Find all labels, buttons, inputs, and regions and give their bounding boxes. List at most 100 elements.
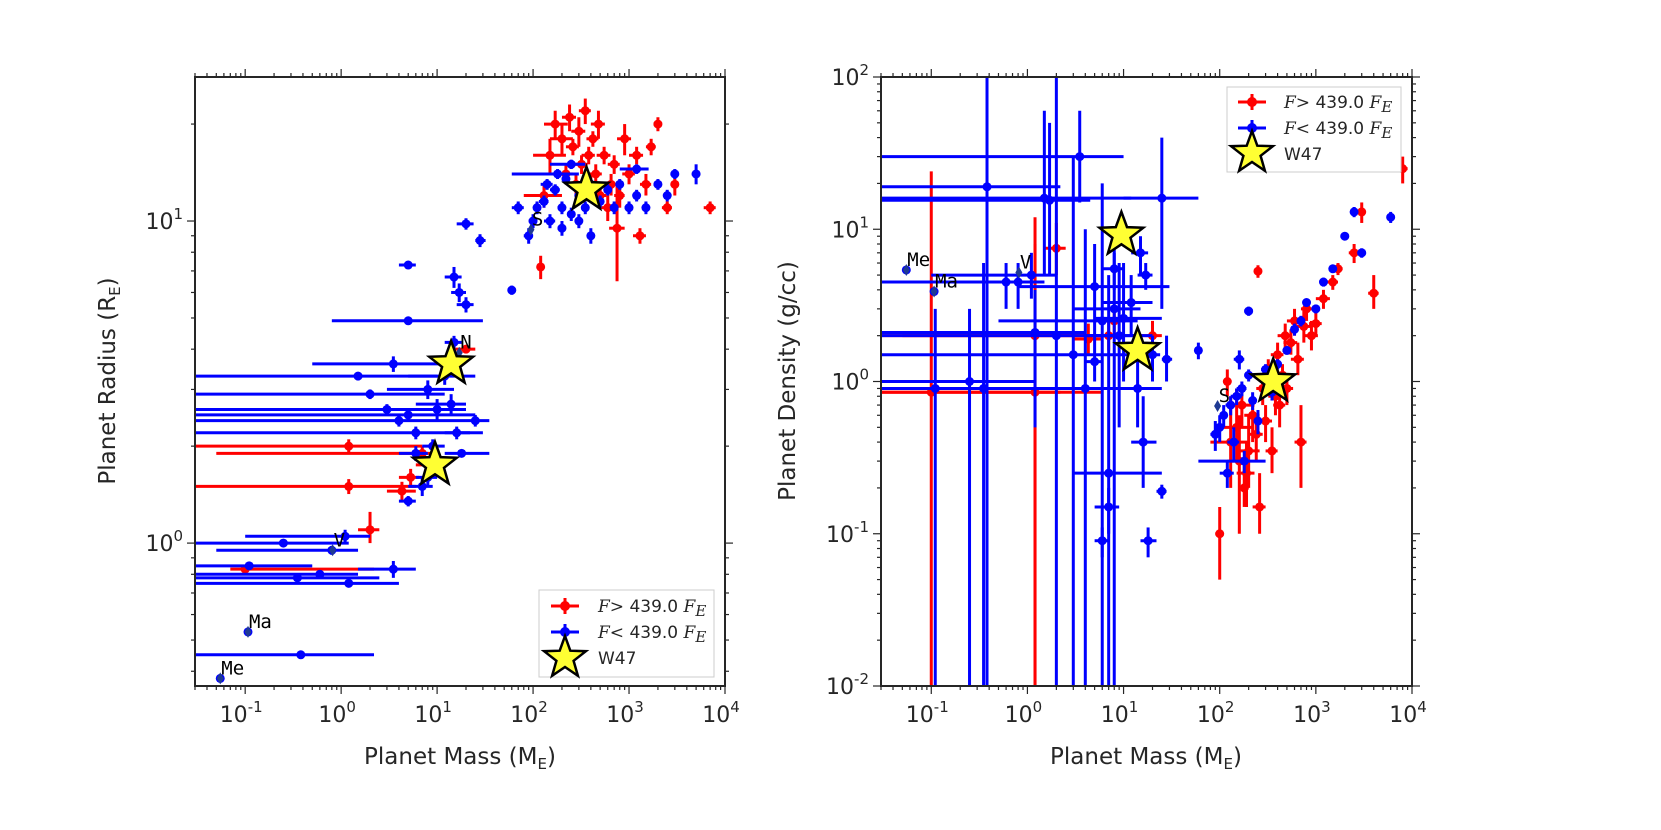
data-point-cool	[456, 297, 474, 313]
legend-hot-label: F> 439.0 FE	[1283, 93, 1392, 116]
data-point-cool	[195, 414, 466, 427]
y-tick-label: 10-2	[826, 670, 869, 700]
data-point-cool	[1290, 323, 1300, 336]
x-tick-label: 102	[510, 698, 548, 728]
data-point-cool	[609, 201, 619, 215]
data-point-cool	[662, 189, 672, 202]
x-tick-label: 10-1	[906, 698, 949, 728]
data-point-cool	[670, 169, 680, 180]
data-point-cool	[456, 218, 474, 230]
data-point-cool	[557, 201, 567, 215]
data-point-hot	[561, 104, 576, 132]
x-tick-label: 104	[702, 698, 740, 728]
data-point-cool	[641, 201, 651, 215]
data-point-cool	[358, 560, 416, 578]
legend-star-label: W47	[1284, 145, 1322, 165]
planet-N: N	[455, 332, 472, 359]
data-point-hot	[588, 164, 602, 185]
data-point-cool	[1296, 315, 1306, 327]
planet-S: S	[1214, 385, 1230, 413]
data-point-cool	[331, 316, 483, 326]
planet-label: Me	[907, 249, 930, 271]
x-tick-label: 101	[1101, 698, 1139, 728]
y-tick-label: 101	[831, 213, 869, 243]
planet-Me: Me	[902, 249, 930, 276]
data-point-hot	[536, 255, 546, 280]
data-point-hot	[1290, 342, 1304, 376]
data-point-cool	[195, 650, 375, 660]
data-point-cool	[1198, 450, 1266, 474]
data-point-hot	[596, 146, 611, 165]
data-point-hot	[195, 479, 416, 495]
data-point-cool	[1233, 350, 1245, 370]
plot-frame	[194, 76, 726, 687]
data-point-hot	[1257, 405, 1273, 443]
planet-label: V	[1020, 251, 1031, 273]
data-point-cool	[195, 426, 483, 440]
data-point-cool	[603, 184, 613, 196]
y-tick-label: 102	[831, 61, 869, 91]
density-mass-ticks: 10-1 100 101 102 103 104 10-2 10-1 100 101 102	[826, 61, 1427, 728]
planet-S: S	[527, 209, 543, 236]
data-point-hot	[607, 155, 620, 174]
data-point-cool	[398, 260, 416, 270]
data-point-cool	[195, 389, 445, 400]
data-point-cool	[1386, 211, 1396, 223]
data-point-cool	[1094, 263, 1162, 382]
data-point-cool	[1302, 298, 1312, 308]
w47-star	[1112, 323, 1163, 372]
data-point-cool	[538, 195, 549, 208]
x-tick-label: 102	[1197, 698, 1235, 728]
data-point-hot	[398, 468, 420, 487]
data-point-hot	[1253, 265, 1263, 278]
planet-label: N	[460, 332, 471, 354]
legend-hot-marker	[1238, 94, 1266, 110]
data-point-cool	[1236, 381, 1247, 397]
data-point-hot	[1294, 405, 1307, 488]
data-point-hot	[549, 124, 573, 156]
data-point-cool	[528, 214, 538, 229]
data-point-hot	[1309, 311, 1322, 336]
data-point-cool	[544, 214, 556, 229]
data-point-cool	[1230, 388, 1242, 406]
planet-label: Me	[221, 657, 244, 679]
legend: F> 439.0 FE F< 439.0 FE W47	[1226, 86, 1402, 174]
planet-label: Ma	[935, 271, 958, 293]
data-point-cool	[557, 221, 567, 236]
data-point-hot	[661, 201, 672, 215]
data-point-hot	[1348, 244, 1359, 264]
data-point-cool	[1357, 248, 1367, 258]
data-point-hot	[1315, 289, 1330, 309]
x-tick-label: 104	[1389, 698, 1427, 728]
data-point-cool	[881, 308, 1036, 686]
data-point-cool	[1225, 396, 1236, 416]
y-tick-label: 10-1	[826, 518, 869, 548]
data-point-hot	[578, 98, 591, 125]
data-point-cool	[1227, 427, 1240, 462]
planet-label: Ma	[249, 611, 272, 633]
data-point-hot	[703, 201, 716, 215]
data-point-cool	[1094, 527, 1109, 558]
legend-hot-marker	[551, 598, 579, 614]
series-cool	[195, 159, 701, 683]
planet-Ma: Ma	[244, 611, 272, 638]
x-tick-label: 10-1	[220, 698, 263, 728]
data-point-cool	[1253, 409, 1263, 435]
x-tick-label: 103	[1293, 698, 1331, 728]
w47-star	[409, 438, 461, 487]
data-point-hot	[386, 481, 416, 502]
data-point-cool	[511, 201, 524, 215]
data-point-cool	[1318, 277, 1328, 287]
data-point-hot	[544, 110, 568, 139]
data-point-hot	[881, 244, 1103, 686]
data-point-cool	[881, 263, 1066, 686]
data-point-cool	[1311, 304, 1321, 314]
y-tick-label: 100	[145, 527, 183, 557]
data-point-cool	[1073, 275, 1162, 686]
x-tick-label: 101	[414, 698, 452, 728]
data-point-cool	[881, 308, 999, 686]
data-point-cool	[1123, 137, 1199, 309]
data-point-hot	[1222, 369, 1232, 397]
